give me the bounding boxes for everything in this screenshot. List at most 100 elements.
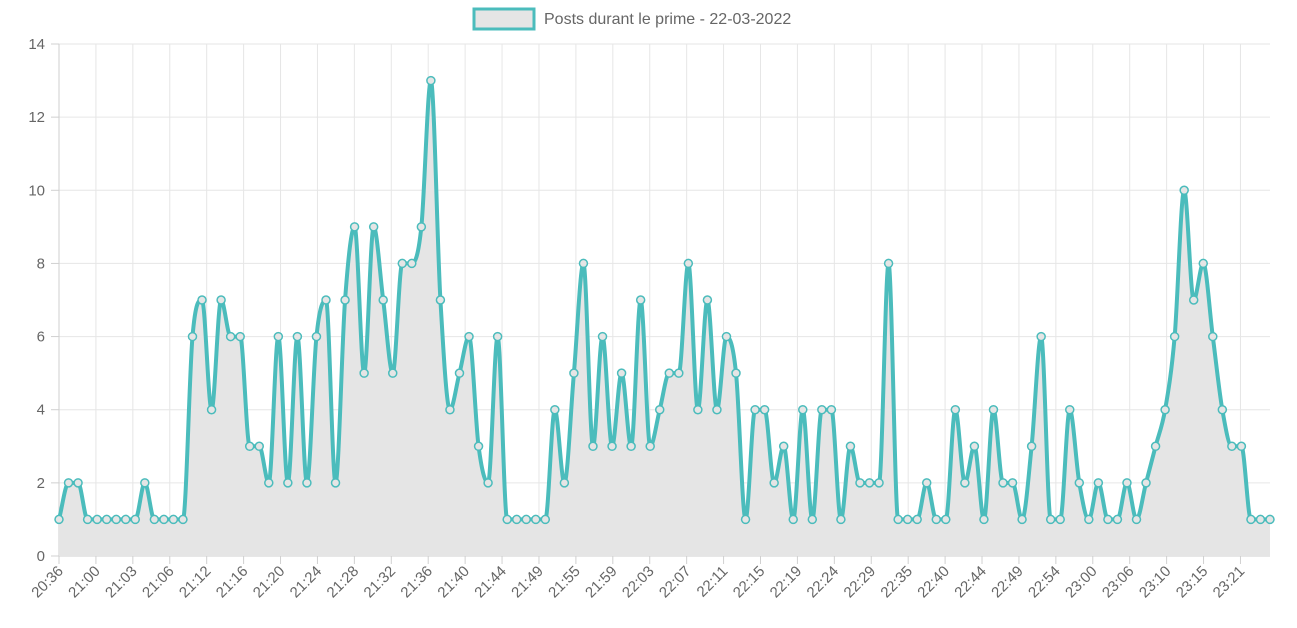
data-point[interactable] [1055,514,1065,525]
data-point[interactable] [569,368,579,378]
data-point[interactable] [1255,514,1266,525]
data-point[interactable] [149,514,160,525]
data-point[interactable] [855,478,865,488]
data-point[interactable] [92,514,102,525]
data-point[interactable] [988,404,999,415]
data-point[interactable] [368,222,379,232]
data-point[interactable] [283,478,293,488]
data-point[interactable] [435,295,446,305]
data-point[interactable] [769,478,779,488]
data-point[interactable] [111,514,121,525]
data-point[interactable] [578,258,589,269]
data-point[interactable] [731,368,741,378]
data-point[interactable] [654,404,665,415]
data-point[interactable] [1265,514,1275,525]
data-point[interactable] [511,514,522,525]
data-point[interactable] [759,404,770,415]
data-point[interactable] [559,478,570,488]
data-point[interactable] [750,404,760,415]
data-point[interactable] [1141,478,1151,488]
data-point[interactable] [1131,514,1142,525]
data-point[interactable] [845,441,856,452]
data-point[interactable] [216,295,226,305]
data-point[interactable] [960,478,970,488]
data-point[interactable] [998,478,1008,488]
data-point[interactable] [197,295,207,305]
data-point[interactable] [941,514,951,525]
data-point[interactable] [330,478,341,488]
data-point[interactable] [521,514,531,525]
data-point[interactable] [130,514,141,525]
data-point[interactable] [492,331,503,342]
data-point[interactable] [921,478,932,488]
data-point[interactable] [1198,258,1209,269]
data-point[interactable] [502,514,512,525]
data-point[interactable] [1103,514,1113,525]
data-point[interactable] [63,478,74,488]
data-point[interactable] [1236,441,1247,452]
data-point[interactable] [1217,404,1228,415]
data-point[interactable] [206,404,217,415]
legend[interactable]: Posts durant le prime - 22-03-2022 [472,7,791,31]
data-point[interactable] [464,331,474,342]
data-point[interactable] [893,514,903,525]
data-point[interactable] [826,404,837,415]
data-point[interactable] [788,514,798,525]
data-point[interactable] [359,368,369,378]
data-point[interactable] [979,514,989,525]
data-point[interactable] [1017,514,1027,525]
data-point[interactable] [416,222,427,232]
data-point[interactable] [168,514,179,525]
data-point[interactable] [159,514,169,525]
data-point[interactable] [483,478,493,488]
data-point[interactable] [264,478,274,488]
data-point[interactable] [1007,478,1018,488]
data-point[interactable] [1026,441,1037,452]
data-point[interactable] [1179,185,1189,196]
data-point[interactable] [664,368,675,378]
data-point[interactable] [645,441,655,452]
data-point[interactable] [244,441,255,452]
data-point[interactable] [292,331,303,342]
data-point[interactable] [674,368,684,378]
data-point[interactable] [1084,514,1094,525]
data-point[interactable] [1036,331,1046,342]
data-point[interactable] [902,514,913,525]
data-point[interactable] [378,295,388,305]
data-point[interactable] [702,295,713,305]
data-point[interactable] [273,331,284,342]
data-point[interactable] [883,258,894,269]
legend-swatch[interactable] [472,7,536,31]
data-point[interactable] [302,478,312,488]
data-point[interactable] [1227,441,1237,452]
data-point[interactable] [235,331,245,342]
data-point[interactable] [101,514,112,525]
data-point[interactable] [387,368,398,378]
data-point[interactable] [187,331,198,342]
data-point[interactable] [531,514,541,525]
data-point[interactable] [550,404,560,415]
data-point[interactable] [82,514,93,525]
data-point[interactable] [120,514,131,525]
data-point[interactable] [683,258,694,269]
data-point[interactable] [635,295,646,305]
data-point[interactable] [1246,514,1256,525]
data-point[interactable] [140,478,150,488]
data-point[interactable] [836,514,846,525]
data-point[interactable] [1150,441,1161,452]
data-point[interactable] [178,514,188,525]
data-point[interactable] [340,295,350,305]
data-point[interactable] [1065,404,1075,415]
data-point[interactable] [1112,514,1123,525]
data-point[interactable] [817,404,827,415]
data-point[interactable] [864,478,875,488]
data-point[interactable] [225,331,236,342]
data-point[interactable] [1169,331,1180,342]
data-point[interactable] [950,404,961,415]
data-point[interactable] [1093,478,1104,488]
data-point[interactable] [597,331,608,342]
data-point[interactable] [54,514,64,525]
data-point[interactable] [397,258,408,269]
data-point[interactable] [588,441,598,452]
data-point[interactable] [1160,404,1170,415]
